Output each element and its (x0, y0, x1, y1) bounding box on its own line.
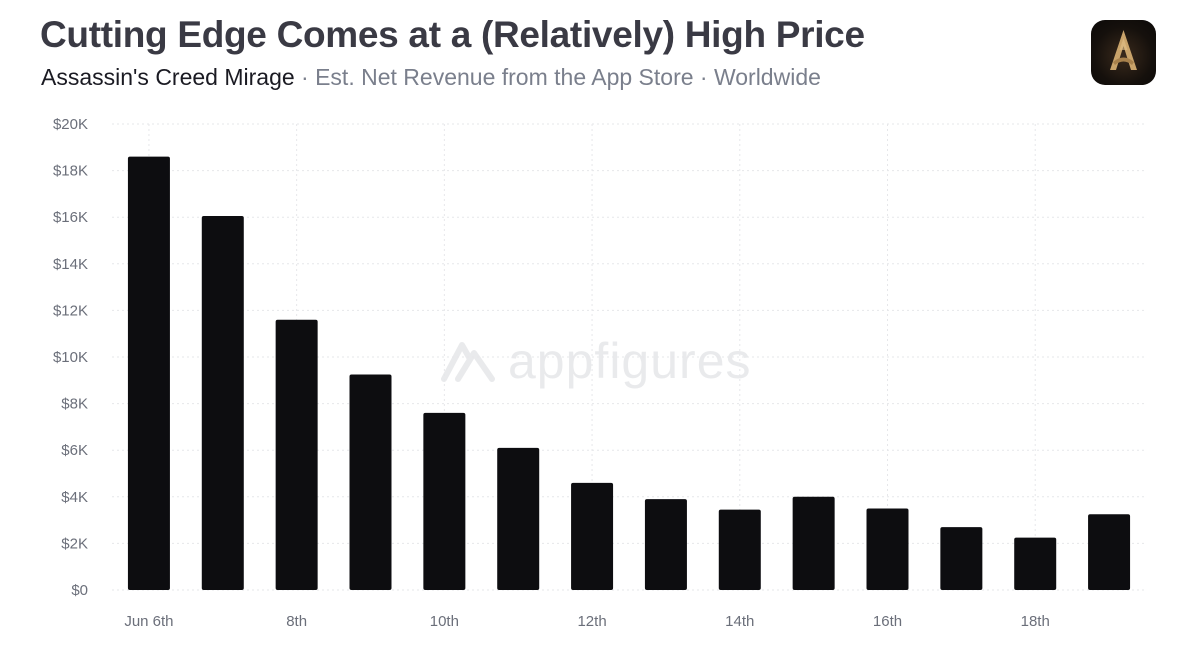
y-tick-label: $12K (53, 302, 88, 319)
app-name: Assassin's Creed Mirage (41, 64, 295, 90)
y-tick-label: $14K (53, 256, 88, 273)
appfigures-logo-icon (441, 342, 495, 382)
x-tick-label: 8th (286, 613, 307, 630)
bar-16th (866, 508, 909, 590)
bar-15th (792, 496, 835, 590)
x-tick-label: 16th (873, 613, 902, 630)
bar-9th (349, 374, 392, 590)
y-tick-label: $0 (71, 582, 88, 599)
appfigures-watermark: appfigures (440, 332, 752, 390)
assassins-creed-emblem-icon (1091, 20, 1156, 85)
bar-7th (201, 216, 244, 590)
bars (127, 156, 1131, 590)
chart-title: Cutting Edge Comes at a (Relatively) Hig… (40, 14, 865, 55)
y-tick-label: $4K (61, 489, 88, 506)
bar-17th (940, 527, 983, 590)
y-axis: $0 $2K $4K $6K $8K $10K $12K $14K $16K $18K $20K (53, 116, 88, 599)
bar-jun-6th (127, 156, 170, 590)
bar-11th (497, 447, 540, 590)
watermark-text: appfigures (508, 333, 752, 389)
y-tick-label: $8K (61, 396, 88, 413)
x-tick-label: 18th (1021, 613, 1050, 630)
bar-10th (423, 412, 466, 590)
bar-13th (644, 499, 687, 590)
chart-subtitle: Assassin's Creed Mirage · Est. Net Reven… (41, 64, 821, 91)
grid-lines (112, 123, 1146, 591)
bar-18th (1014, 537, 1057, 590)
bar-19th (1088, 514, 1131, 590)
y-tick-label: $16K (53, 209, 88, 226)
bar-14th (718, 509, 761, 590)
x-axis: Jun 6th 8th 10th 12th 14th 16th 18th (124, 613, 1049, 630)
x-tick-label: 10th (430, 613, 459, 630)
bar-12th (571, 482, 614, 590)
y-tick-label: $18K (53, 163, 88, 180)
y-tick-label: $20K (53, 116, 88, 133)
x-tick-label: 12th (577, 613, 606, 630)
y-tick-label: $2K (61, 535, 88, 552)
bar-8th (275, 319, 318, 590)
x-tick-label: 14th (725, 613, 754, 630)
subtitle-details: · Est. Net Revenue from the App Store · … (294, 64, 821, 90)
y-tick-label: $6K (61, 442, 88, 459)
y-tick-label: $10K (53, 349, 88, 366)
x-tick-label: Jun 6th (124, 613, 173, 630)
